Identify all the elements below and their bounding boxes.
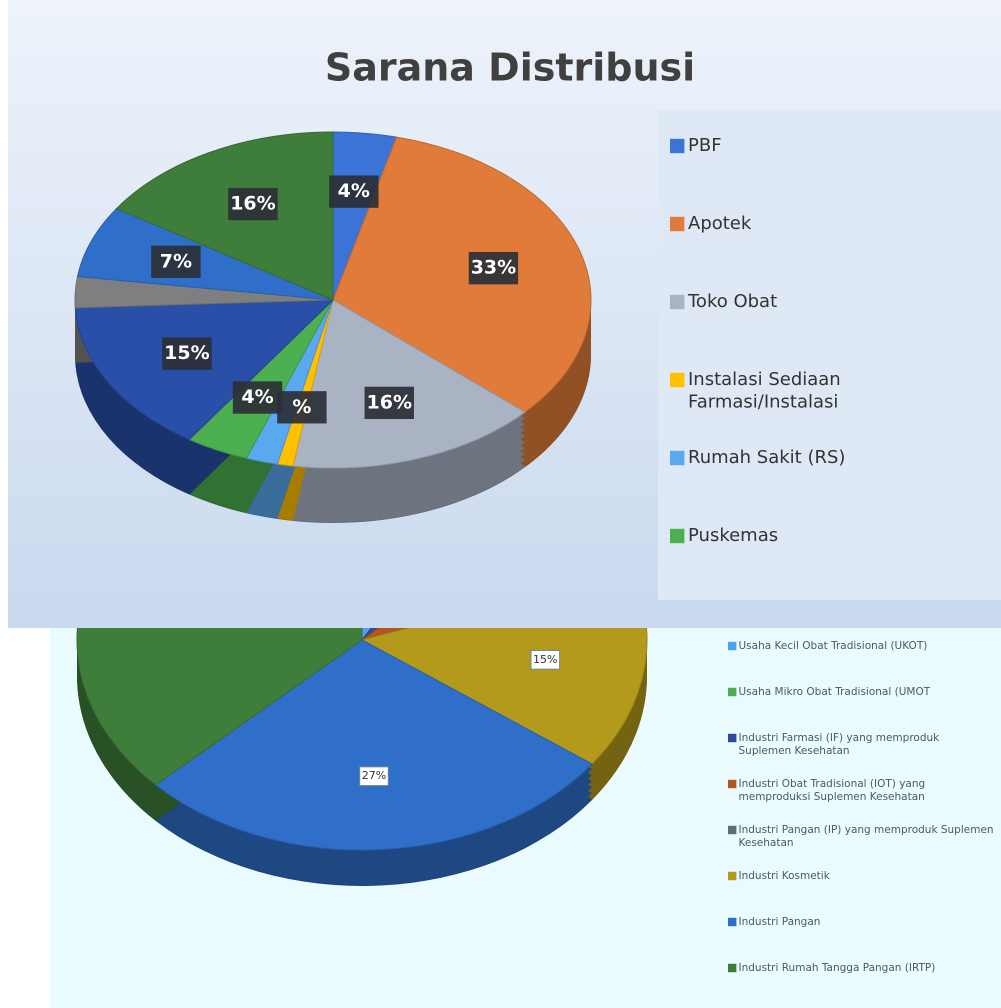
- data-label: 15%: [164, 342, 209, 364]
- legend-label: Apotek: [688, 213, 752, 234]
- data-label-box: [277, 391, 327, 424]
- legend-swatch: [728, 687, 737, 697]
- legend-label: Rumah Sakit (RS): [688, 447, 845, 468]
- data-label-box: [468, 252, 519, 285]
- data-label-box: [232, 381, 283, 414]
- chart-bottom: 0%4%7%0%15%27%: [76, 628, 648, 886]
- slice: [154, 639, 593, 851]
- data-label-box: [228, 187, 278, 221]
- data-label-box: [151, 245, 201, 278]
- legend-swatch: [670, 372, 685, 388]
- data-label: %: [292, 396, 311, 418]
- data-label-box: [359, 766, 389, 787]
- data-label: 16%: [230, 193, 275, 215]
- data-label: 4%: [338, 180, 370, 202]
- data-label: 7%: [160, 250, 192, 272]
- slice: [76, 628, 363, 786]
- legend-box: [658, 110, 1001, 600]
- data-label: 33%: [471, 257, 516, 279]
- legend-label: Industri Rumah Tangga Pangan (IRTP): [739, 962, 936, 974]
- data-label: 15%: [533, 653, 557, 666]
- legend-label: Industri Pangan (IP) yang memproduk Supl…: [739, 824, 994, 849]
- data-label: 27%: [362, 769, 386, 782]
- slice: [292, 299, 527, 469]
- legend-label: Puskemas: [688, 525, 778, 546]
- legend-label: Instalasi Sediaan Farmasi/Instalasi: [688, 369, 841, 413]
- legend-swatch: [728, 963, 737, 973]
- slice: [115, 131, 334, 301]
- legend-label: Industri Kosmetik: [739, 870, 831, 882]
- legend-label: Industri Pangan: [739, 916, 821, 928]
- data-label-box: [329, 175, 379, 208]
- data-label: 16%: [367, 391, 412, 413]
- data-label: 4%: [241, 386, 273, 408]
- legend-swatch: [670, 294, 685, 310]
- legend-swatch: [728, 917, 737, 927]
- legend-swatch: [728, 825, 737, 835]
- legend-swatch: [728, 779, 737, 789]
- chart-top: 4% 33% 16%% 4% 15% 7% 16%: [74, 131, 592, 523]
- legend-swatch: [670, 528, 685, 544]
- data-label-box: [364, 386, 414, 420]
- slice: [332, 136, 592, 413]
- slice: [361, 628, 372, 642]
- legend-swatch: [670, 450, 685, 466]
- data-label-box: [530, 649, 561, 670]
- legend-label: PBF: [688, 135, 722, 156]
- chart-title: Sarana Distribusi: [325, 46, 695, 90]
- legend-label: Usaha Kecil Obat Tradisional (UKOT): [739, 640, 928, 652]
- slice: [76, 207, 334, 301]
- legend-label: Industri Obat Tradisional (IOT) yang memp…: [739, 778, 926, 803]
- legend-swatch: [670, 138, 685, 154]
- legend-label: Industri Farmasi (IF) yang memproduk Supl…: [739, 732, 941, 757]
- legend-swatch: [728, 641, 737, 651]
- legend-label: Usaha Mikro Obat Tradisional (UMOT: [739, 686, 931, 698]
- legend-swatch: [670, 216, 685, 232]
- slice: [360, 628, 648, 765]
- legend-swatch: [728, 871, 737, 881]
- legend-swatch: [728, 733, 737, 743]
- legend-label: Toko Obat: [687, 291, 777, 312]
- data-label-box: [162, 337, 212, 370]
